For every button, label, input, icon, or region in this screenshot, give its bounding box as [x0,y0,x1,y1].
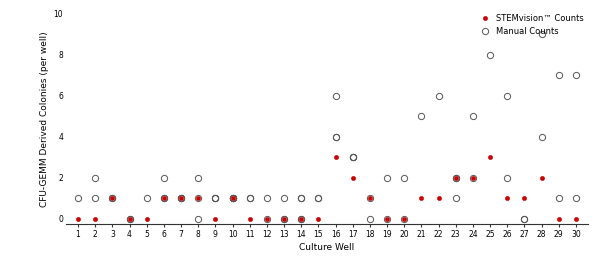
X-axis label: Culture Well: Culture Well [299,243,355,252]
Y-axis label: CFU-GEMM Derived Colonies (per well): CFU-GEMM Derived Colonies (per well) [40,31,49,207]
Legend: STEMvision™ Counts, Manual Counts: STEMvision™ Counts, Manual Counts [477,14,584,36]
